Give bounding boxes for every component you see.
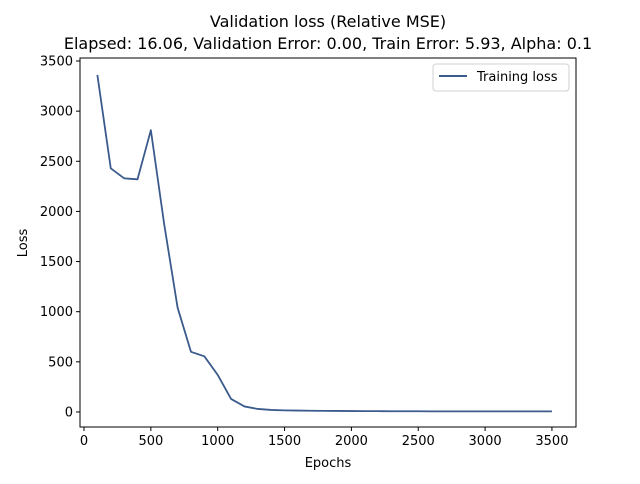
series-lines	[96, 74, 552, 413]
x-axis-ticks: 0 500 1000 1500 2000 2500 3000 3500	[80, 427, 568, 449]
chart-title: Validation loss (Relative MSE)	[210, 12, 446, 31]
y-axis-label: Loss	[16, 229, 31, 258]
legend: Training loss	[432, 63, 570, 92]
y-tick-label: 0	[65, 405, 73, 420]
legend-box	[432, 63, 570, 92]
x-tick-label: 3500	[535, 434, 568, 449]
x-tick-label: 0	[80, 434, 88, 449]
x-tick-label: 3000	[469, 434, 502, 449]
plot-area: 0 500 1000 1500 2000 2500 3000 3500 0 500 1000 150…	[40, 55, 577, 449]
x-tick-label: 1000	[201, 434, 234, 449]
legend-label: Training loss	[476, 70, 558, 85]
y-tick-label: 1500	[40, 255, 73, 270]
axes-frame	[79, 57, 577, 428]
y-tick-label: 500	[48, 355, 73, 370]
y-tick-label: 3000	[40, 105, 73, 120]
y-tick-label: 3500	[40, 55, 73, 70]
y-axis-ticks: 0 500 1000 1500 2000 2500 3000 3500	[40, 55, 80, 420]
y-tick-label: 2500	[40, 155, 73, 170]
y-tick-label: 1000	[40, 305, 73, 320]
x-tick-label: 500	[138, 434, 163, 449]
x-axis-label: Epochs	[305, 456, 352, 471]
series-line-0	[96, 74, 552, 413]
x-tick-label: 2500	[402, 434, 435, 449]
x-tick-label: 1500	[268, 434, 301, 449]
y-tick-label: 2000	[40, 205, 73, 220]
x-tick-label: 2000	[335, 434, 368, 449]
chart-subtitle: Elapsed: 16.06, Validation Error: 0.00, …	[64, 34, 592, 53]
